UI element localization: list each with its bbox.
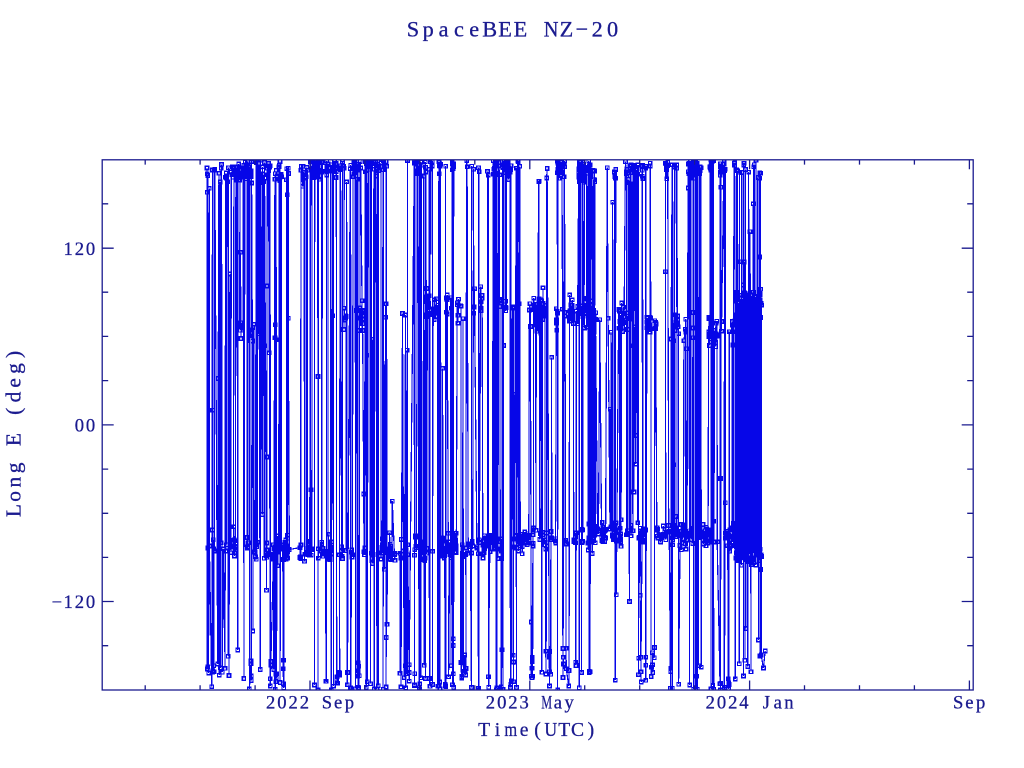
svg-text:00: 00 (75, 416, 95, 437)
svg-text:−120: −1 2 0 (52, 592, 96, 613)
svg-text:120: 120 (64, 239, 96, 260)
svg-text:Sep: Sep (953, 693, 985, 714)
svg-text:LongE(deg): LongE(deg) (2, 351, 26, 517)
